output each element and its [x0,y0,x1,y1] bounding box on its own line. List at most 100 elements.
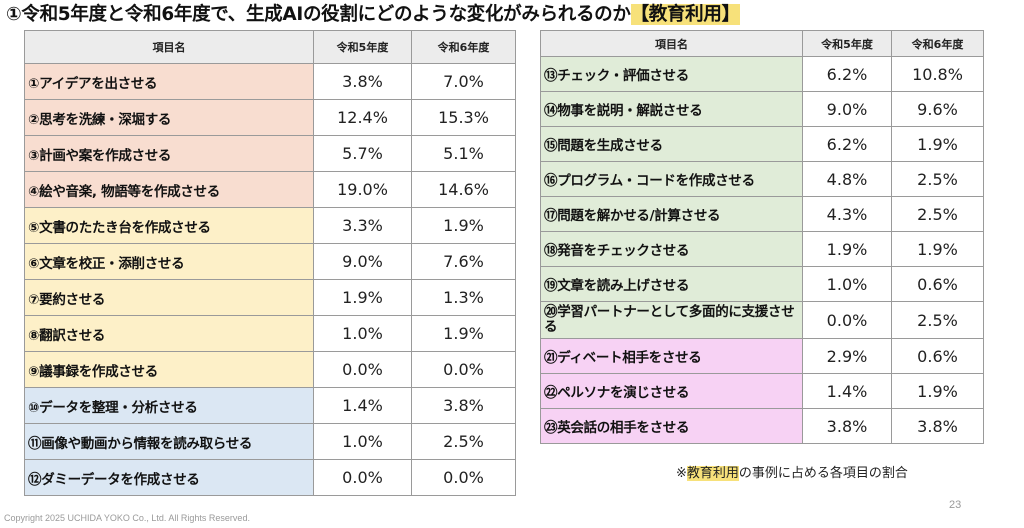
row-label: ⑮問題を生成させる [540,126,803,162]
table-row: ④絵や音楽, 物語等を作成させる 19.0% 14.6% [24,171,516,208]
row-label: ㉒ペルソナを演じさせる [540,373,803,409]
row-r5-value: 0.0% [313,459,412,496]
header-r6: 令和6年度 [411,30,516,64]
row-r5-value: 2.9% [802,338,892,374]
table-row: ㉒ペルソナを演じさせる 1.4% 1.9% [540,373,984,409]
row-r5-value: 1.4% [802,373,892,409]
table-row: ⑥文章を校正・添削させる 9.0% 7.6% [24,243,516,280]
row-r5-value: 1.0% [802,266,892,302]
row-r5-value: 1.9% [313,279,412,316]
row-r5-value: 1.4% [313,387,412,424]
table-row: ⑤文書のたたき台を作成させる 3.3% 1.9% [24,207,516,244]
table-row: ㉓英会話の相手をさせる 3.8% 3.8% [540,408,984,444]
table-row: ⑬チェック・評価させる 6.2% 10.8% [540,56,984,92]
row-r6-value: 3.8% [411,387,516,424]
row-r5-value: 0.0% [313,351,412,388]
page-number: 23 [949,499,962,511]
row-r5-value: 3.8% [313,63,412,100]
row-r6-value: 1.9% [891,373,984,409]
right-table: 項目名 令和5年度 令和6年度 ⑬チェック・評価させる 6.2% 10.8% ⑭物事… [540,30,984,444]
footnote-suffix: の事例に占める各項目の割合 [738,466,908,481]
row-label: ⑥文章を校正・添削させる [24,243,314,280]
table-row: ②思考を洗練・深堀する 12.4% 15.3% [24,99,516,136]
page-title-main: ①令和5年度と令和6年度で、生成AIの役割にどのような変化がみられるのか [6,4,631,25]
row-label: ⑯プログラム・コードを作成させる [540,161,803,197]
header-r5: 令和5年度 [313,30,412,64]
row-r5-value: 3.8% [802,408,892,444]
table-row: ⑰問題を解かせる/計算させる 4.3% 2.5% [540,196,984,232]
row-r5-value: 4.3% [802,196,892,232]
table-header-row: 項目名 令和5年度 令和6年度 [540,30,984,57]
row-label: ⑲文章を読み上げさせる [540,266,803,302]
row-label: ⑪画像や動画から情報を読み取らせる [24,423,314,460]
copyright: Copyright 2025 UCHIDA YOKO Co., Ltd. All… [4,513,250,523]
header-r5: 令和5年度 [802,30,892,57]
row-r6-value: 10.8% [891,56,984,92]
page-title: ①令和5年度と令和6年度で、生成AIの役割にどのような変化がみられるのか【教育利… [6,2,740,28]
row-label: ⑧翻訳させる [24,315,314,352]
row-label: ⑫ダミーデータを作成させる [24,459,314,496]
row-label: ⑭物事を説明・解説させる [540,91,803,127]
table-row: ⑫ダミーデータを作成させる 0.0% 0.0% [24,459,516,496]
table-row: ⑳学習パートナーとして多面的に支援させる 0.0% 2.5% [540,301,984,339]
footnote: ※教育利用の事例に占める各項目の割合 [676,462,908,481]
header-item-name: 項目名 [540,30,803,57]
table-row: ⑩データを整理・分析させる 1.4% 3.8% [24,387,516,424]
row-r5-value: 6.2% [802,126,892,162]
row-r5-value: 4.8% [802,161,892,197]
row-r5-value: 9.0% [802,91,892,127]
row-r6-value: 15.3% [411,99,516,136]
row-r6-value: 0.6% [891,338,984,374]
table-row: ⑨議事録を作成させる 0.0% 0.0% [24,351,516,388]
row-r5-value: 1.0% [313,423,412,460]
page-title-highlight: 【教育利用】 [630,4,740,25]
table-row: ⑪画像や動画から情報を読み取らせる 1.0% 2.5% [24,423,516,460]
row-label: ⑨議事録を作成させる [24,351,314,388]
row-r6-value: 2.5% [891,196,984,232]
row-r6-value: 14.6% [411,171,516,208]
row-label: ②思考を洗練・深堀する [24,99,314,136]
table-row: ⑦要約させる 1.9% 1.3% [24,279,516,316]
row-r5-value: 9.0% [313,243,412,280]
row-label: ⑳学習パートナーとして多面的に支援させる [540,301,803,339]
table-row: ⑮問題を生成させる 6.2% 1.9% [540,126,984,162]
row-r6-value: 0.0% [411,351,516,388]
row-r6-value: 1.9% [891,231,984,267]
footnote-prefix: ※ [676,466,687,481]
row-r6-value: 7.6% [411,243,516,280]
row-r6-value: 3.8% [891,408,984,444]
left-table: 項目名 令和5年度 令和6年度 ①アイデアを出させる 3.8% 7.0% ②思考を洗… [24,30,516,496]
table-row: ⑲文章を読み上げさせる 1.0% 0.6% [540,266,984,302]
table-row: ⑱発音をチェックさせる 1.9% 1.9% [540,231,984,267]
row-label: ④絵や音楽, 物語等を作成させる [24,171,314,208]
row-r6-value: 7.0% [411,63,516,100]
row-label: ①アイデアを出させる [24,63,314,100]
row-r6-value: 5.1% [411,135,516,172]
row-r5-value: 19.0% [313,171,412,208]
table-row: ㉑ディベート相手をさせる 2.9% 0.6% [540,338,984,374]
row-r6-value: 1.9% [411,315,516,352]
table-row: ①アイデアを出させる 3.8% 7.0% [24,63,516,100]
table-row: ⑯プログラム・コードを作成させる 4.8% 2.5% [540,161,984,197]
row-r5-value: 5.7% [313,135,412,172]
row-label: ⑤文書のたたき台を作成させる [24,207,314,244]
row-r6-value: 1.3% [411,279,516,316]
row-r5-value: 0.0% [802,301,892,339]
row-label: ⑦要約させる [24,279,314,316]
row-label: ㉑ディベート相手をさせる [540,338,803,374]
row-label: ③計画や案を作成させる [24,135,314,172]
table-row: ⑭物事を説明・解説させる 9.0% 9.6% [540,91,984,127]
row-label: ⑰問題を解かせる/計算させる [540,196,803,232]
row-r6-value: 1.9% [891,126,984,162]
row-r6-value: 0.0% [411,459,516,496]
table-header-row: 項目名 令和5年度 令和6年度 [24,30,516,64]
row-r5-value: 3.3% [313,207,412,244]
row-r6-value: 2.5% [891,161,984,197]
row-r6-value: 2.5% [891,301,984,339]
header-item-name: 項目名 [24,30,314,64]
row-r6-value: 2.5% [411,423,516,460]
row-r5-value: 1.9% [802,231,892,267]
row-r6-value: 9.6% [891,91,984,127]
row-r5-value: 1.0% [313,315,412,352]
footnote-highlight: 教育利用 [686,466,739,481]
